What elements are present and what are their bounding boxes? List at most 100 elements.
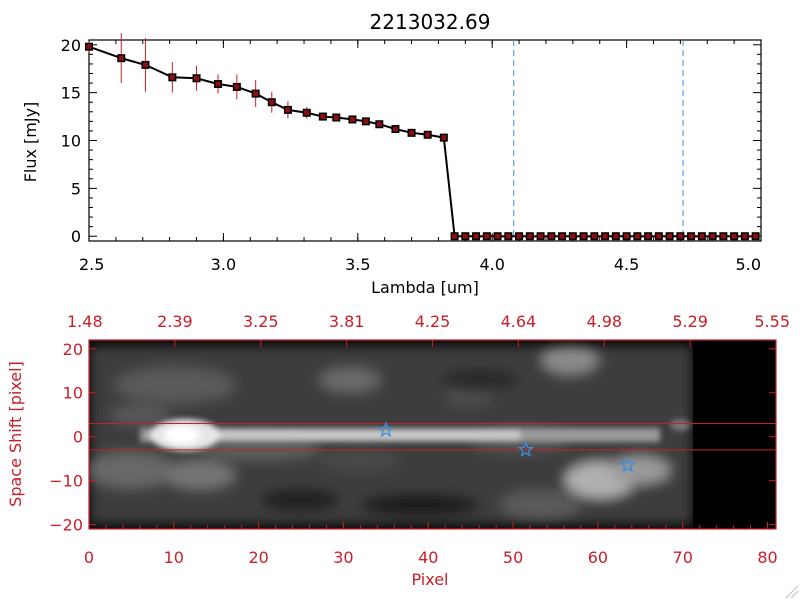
chart-title: 2213032.69 <box>370 10 491 34</box>
data-point-core <box>253 91 259 97</box>
data-point-core <box>495 233 501 239</box>
data-point-core <box>624 233 630 239</box>
data-point-core <box>376 121 382 127</box>
bottom-y-axis-label: Space Shift [pixel] <box>6 361 25 507</box>
y-tick-label: 10 <box>61 132 81 151</box>
data-point-core <box>234 84 240 90</box>
data-point-core <box>462 233 468 239</box>
y-tick-label: 5 <box>71 179 81 198</box>
top-tick-label: 4.98 <box>586 312 622 331</box>
y-tick-label: 0 <box>73 428 83 447</box>
data-point-core <box>602 233 608 239</box>
data-point-core <box>581 233 587 239</box>
data-point-core <box>118 55 124 61</box>
top-tick-label: 1.48 <box>67 312 103 331</box>
y-tick-label: −20 <box>49 516 83 535</box>
top-tick-label: 4.64 <box>501 312 537 331</box>
data-point-core <box>363 118 369 124</box>
data-point-core <box>169 74 175 80</box>
data-point-core <box>527 233 533 239</box>
data-point-core <box>269 99 275 105</box>
data-point-core <box>656 233 662 239</box>
x-tick-label: 4.0 <box>479 255 504 274</box>
x-tick-label: 3.5 <box>345 255 370 274</box>
data-point-core <box>634 233 640 239</box>
top-plot-error-bars <box>88 33 445 140</box>
data-point-core <box>731 233 737 239</box>
image-panel-ticks: 0 10 20 30 40 50 60 70 80 −20 −10 0 10 20 1.48 2.39 3.25… <box>49 312 790 567</box>
x-tick-label: 70 <box>673 548 693 567</box>
y-tick-label: 15 <box>61 84 81 103</box>
data-point-core <box>320 114 326 120</box>
data-point-core <box>304 110 310 116</box>
data-point-core <box>86 44 92 50</box>
x-tick-label: 0 <box>84 548 94 567</box>
data-point-core <box>753 233 759 239</box>
data-point-core <box>559 233 565 239</box>
x-tick-label: 60 <box>588 548 608 567</box>
x-tick-label: 4.5 <box>614 255 639 274</box>
top-tick-label: 5.29 <box>672 312 708 331</box>
data-point-core <box>473 233 479 239</box>
data-point-core <box>742 233 748 239</box>
data-point-core <box>570 233 576 239</box>
data-point-core <box>349 116 355 122</box>
y-tick-label: 20 <box>63 340 83 359</box>
x-tick-label: 5.0 <box>736 255 761 274</box>
resize-grip-icon[interactable] <box>785 585 799 599</box>
x-tick-label: 20 <box>248 548 268 567</box>
data-point-core <box>667 233 673 239</box>
top-y-axis-label: Flux [mJy] <box>21 102 40 183</box>
top-tick-label: 3.25 <box>243 312 279 331</box>
source-markers <box>377 421 636 473</box>
x-tick-label: 80 <box>757 548 777 567</box>
top-x-axis-label: Lambda [um] <box>371 278 479 297</box>
data-point-core <box>425 132 431 138</box>
flux-data-points <box>85 42 760 241</box>
top-plot-frame <box>88 39 762 242</box>
data-point-core <box>409 130 415 136</box>
y-tick-label: −10 <box>49 472 83 491</box>
data-point-core <box>333 115 339 121</box>
data-point-core <box>613 233 619 239</box>
y-tick-label: 0 <box>71 227 81 246</box>
x-tick-label: 40 <box>418 548 438 567</box>
data-point-core <box>645 233 651 239</box>
data-point-core <box>548 233 554 239</box>
data-point-core <box>215 81 221 87</box>
data-point-core <box>452 233 458 239</box>
top-plot-reference-lines <box>513 40 684 241</box>
bottom-x-axis-label: Pixel <box>411 570 448 589</box>
top-tick-label: 2.39 <box>157 312 193 331</box>
data-point-core <box>392 126 398 132</box>
x-tick-label: 50 <box>503 548 523 567</box>
x-tick-label: 30 <box>333 548 353 567</box>
data-point-core <box>285 107 291 113</box>
top-tick-label: 4.25 <box>415 312 451 331</box>
star-marker-icon <box>619 456 636 473</box>
data-point-core <box>699 233 705 239</box>
y-tick-label: 10 <box>63 384 83 403</box>
x-tick-label: 10 <box>164 548 184 567</box>
data-point-core <box>710 233 716 239</box>
extraction-window-lines <box>89 423 776 451</box>
data-point-core <box>591 233 597 239</box>
data-point-core <box>688 233 694 239</box>
top-tick-label: 5.55 <box>754 312 790 331</box>
data-point-core <box>516 233 522 239</box>
data-point-core <box>720 233 726 239</box>
data-point-core <box>484 233 490 239</box>
x-tick-label: 2.5 <box>79 255 104 274</box>
star-marker-icon <box>517 441 535 457</box>
top-tick-label: 3.81 <box>329 312 365 331</box>
top-plot-ticks: 2.5 3.0 3.5 4.0 4.5 5.0 0 5 10 15 20 <box>61 36 762 274</box>
spectral-image <box>89 340 776 529</box>
data-point-core <box>194 75 200 81</box>
star-marker-icon <box>377 421 395 438</box>
y-tick-label: 20 <box>61 36 81 55</box>
data-point-core <box>677 233 683 239</box>
data-point-core <box>538 233 544 239</box>
data-point-core <box>441 135 447 141</box>
data-point-core <box>142 62 148 68</box>
